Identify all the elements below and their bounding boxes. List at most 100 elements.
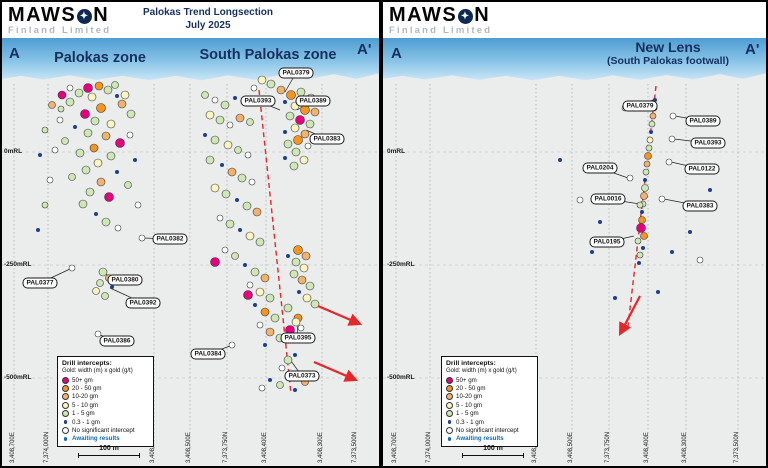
intercept-point <box>103 85 113 95</box>
intercept-point <box>285 325 295 335</box>
intercept-point <box>38 153 42 157</box>
intercept-point <box>73 125 77 129</box>
leader-line <box>143 237 171 240</box>
intercept-point <box>256 321 264 329</box>
compass-icon: ✦ <box>458 9 474 24</box>
legend-item: No significant intercept <box>62 426 149 435</box>
scale-bar-label: 100 m <box>483 445 503 452</box>
intercept-point <box>299 155 309 165</box>
intercept-point <box>658 195 666 203</box>
intercept-point <box>250 84 258 92</box>
intercept-point <box>231 252 239 260</box>
scale-bar-label: 100 m <box>99 445 119 452</box>
intercept-point <box>626 174 634 182</box>
legend-label: Awaiting results <box>456 435 504 443</box>
legend-title: Drill intercepts: <box>62 360 112 367</box>
intercept-point <box>203 133 207 137</box>
logo-wordmark: MAWS ✦ N <box>8 5 111 25</box>
intercept-point <box>134 201 142 209</box>
intercept-point <box>242 201 252 211</box>
intercept-point <box>295 115 305 125</box>
leader-line <box>663 198 701 207</box>
legend-subtitle: Gold: width (m) x gold (g/t) <box>62 368 133 374</box>
intercept-point <box>285 111 295 121</box>
intercept-point <box>297 275 307 285</box>
intercept-point <box>665 158 673 166</box>
intercept-point <box>302 293 312 303</box>
intercept-point <box>255 237 265 247</box>
intercept-point <box>300 105 310 115</box>
intercept-point <box>293 388 297 392</box>
intercept-point <box>221 246 229 254</box>
intercept-point <box>120 90 130 100</box>
intercept-point <box>252 207 262 217</box>
logo-word-post: N <box>474 4 491 26</box>
intercept-point <box>94 330 102 338</box>
legend-item: 20 - 50 gm <box>446 384 533 393</box>
intercept-point <box>558 158 562 162</box>
legend-item: 0.3 - 1 gm <box>446 418 533 426</box>
intercept-point <box>246 118 254 126</box>
intercept-point <box>96 279 104 287</box>
intercept-point <box>640 192 648 200</box>
legend-swatch-awaiting <box>63 437 68 441</box>
legend-label: No significant intercept <box>456 427 519 435</box>
intercept-point <box>98 267 108 277</box>
intercept-point <box>286 254 290 258</box>
intercept-point <box>238 228 242 232</box>
intercept-point <box>221 189 231 199</box>
intercept-point <box>283 156 287 160</box>
intercept-point <box>223 140 233 150</box>
legend-swatch-yellow <box>446 401 453 409</box>
legend-swatch-yellow <box>62 401 69 409</box>
legend-label: 10-20 gm <box>72 393 99 401</box>
logo-wordmark: MAWS ✦ N <box>389 5 492 25</box>
intercept-point <box>138 234 146 242</box>
intercept-point <box>276 85 286 95</box>
intercept-point <box>244 151 252 159</box>
intercept-point <box>57 105 65 113</box>
intercept-point <box>83 128 93 138</box>
intercept-point <box>301 251 311 261</box>
intercept-point <box>301 378 309 386</box>
intercept-point <box>228 341 236 349</box>
legend-label: Awaiting results <box>72 435 120 443</box>
legend-label: 20 - 50 gm <box>72 385 102 393</box>
plunge-arrow <box>313 360 359 382</box>
legend-item: Awaiting results <box>62 435 149 443</box>
intercept-point <box>291 257 301 267</box>
intercept-point <box>220 100 230 110</box>
intercept-point <box>41 126 49 134</box>
legend-label: 5 - 10 gm <box>456 401 483 409</box>
legend-item: 10-20 gm <box>446 393 533 401</box>
intercept-point <box>297 290 301 294</box>
intercept-point <box>243 263 247 267</box>
legend-label: 0.3 - 1 gm <box>72 418 100 426</box>
intercept-point <box>78 199 88 209</box>
intercept-point <box>87 92 97 102</box>
logo-subtitle: Finland Limited <box>8 25 112 36</box>
intercept-point <box>291 147 301 157</box>
intercept-point <box>613 296 617 300</box>
intercept-point <box>297 324 305 332</box>
intercept-point <box>283 139 293 149</box>
intercept-point <box>101 292 109 300</box>
intercept-point <box>283 130 287 134</box>
legend-title: Drill intercepts: <box>446 360 496 367</box>
intercept-point <box>250 267 260 277</box>
intercept-point <box>293 245 303 255</box>
intercept-point <box>590 250 594 254</box>
intercept-point <box>115 170 119 174</box>
intercept-point <box>117 99 127 109</box>
intercept-point <box>105 274 113 282</box>
intercept-point <box>636 251 644 259</box>
intercept-point <box>266 79 276 89</box>
intercept-point <box>650 104 658 112</box>
intercept-point <box>92 287 100 295</box>
intercept-point <box>106 119 116 129</box>
legend-item: 20 - 50 gm <box>62 384 149 393</box>
intercept-point <box>640 210 644 214</box>
intercept-point <box>289 161 299 171</box>
intercept-point <box>235 198 239 202</box>
legend-item: 1 - 5 gm <box>62 410 149 418</box>
